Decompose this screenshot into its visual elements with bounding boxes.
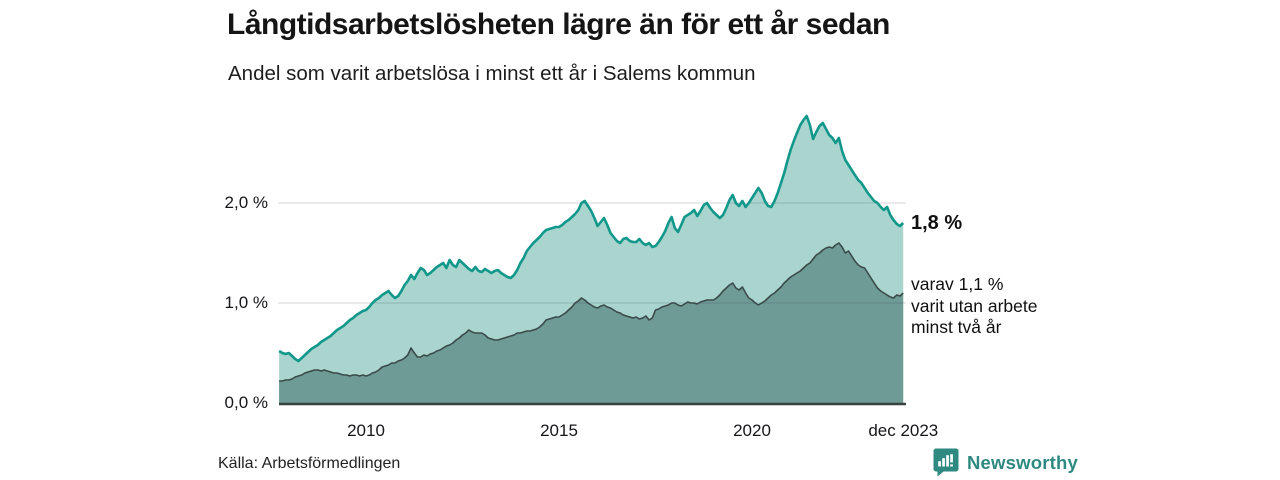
page-subtitle: Andel som varit arbetslösa i minst ett å… — [228, 62, 756, 85]
series-end-value-label: 1,8 % — [911, 212, 963, 234]
x-tick-label: 2020 — [733, 421, 771, 440]
newsworthy-logo: Newsworthy — [933, 448, 1078, 477]
source-note: Källa: Arbetsförmedlingen — [218, 455, 401, 472]
outer-area — [279, 116, 904, 404]
brand-wordmark: Newsworthy — [967, 451, 1078, 473]
newsworthy-logo-icon — [933, 448, 959, 477]
x-tick-label: 2010 — [347, 421, 385, 440]
x-tick-label: dec 2023 — [868, 421, 939, 440]
inner-area — [279, 243, 904, 404]
outer-series-line — [278, 114, 905, 363]
page-title: Långtidsarbetslösheten lägre än för ett … — [227, 8, 890, 41]
y-tick-label: 2,0 % — [224, 193, 268, 212]
inner-series-line — [279, 242, 904, 382]
y-tick-label: 1,0 % — [224, 293, 268, 312]
y-tick-label: 0,0 % — [224, 393, 268, 412]
x-tick-label: 2015 — [540, 421, 578, 440]
inner-series-annotation: varav 1,1 % varit utan arbete minst två … — [911, 274, 1038, 337]
